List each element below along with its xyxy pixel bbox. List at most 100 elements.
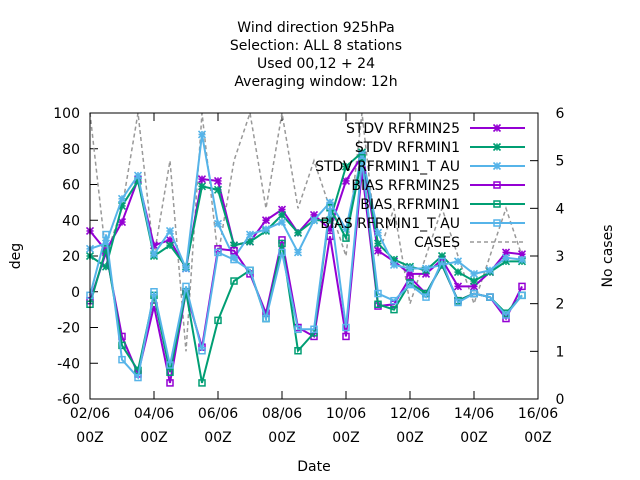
- data-point: [261, 216, 271, 225]
- data-point: [118, 355, 126, 364]
- data-point: [293, 228, 303, 237]
- x-tick-label: 04/06: [134, 406, 174, 422]
- x-axis-label: Date: [297, 459, 330, 475]
- data-point: [294, 346, 302, 355]
- chart-title: Wind direction 925hPa Selection: ALL 8 st…: [230, 20, 402, 90]
- data-point: [277, 210, 287, 219]
- data-point: [373, 228, 383, 237]
- legend-marker: [492, 123, 502, 133]
- series-bias-rfrmin1-t-au: [86, 157, 526, 382]
- data-point: [133, 171, 143, 180]
- legend-label: BIAS RFRMIN25: [351, 178, 460, 194]
- data-point: [453, 268, 463, 277]
- data-point: [294, 325, 302, 334]
- data-point: [469, 276, 479, 286]
- data-point: [117, 194, 127, 203]
- data-point: [501, 253, 511, 262]
- y-tick-label: -60: [57, 392, 80, 408]
- data-point: [309, 216, 319, 225]
- plot-frame: [89, 112, 539, 400]
- x-tick-label: 00Z: [396, 430, 423, 446]
- data-point: [197, 182, 207, 191]
- data-point: [278, 239, 286, 248]
- x-tick-label: 00Z: [332, 430, 359, 446]
- data-point: [310, 325, 318, 334]
- data-point: [134, 373, 142, 382]
- data-point: [230, 277, 238, 285]
- y2-tick-label: 0: [556, 392, 565, 408]
- data-point: [277, 217, 287, 227]
- data-point: [373, 246, 383, 255]
- data-point: [517, 255, 527, 264]
- legend: STDV RFRMIN25 STDV RFRMIN1 STDV RFRMIN1_T …: [315, 121, 525, 251]
- x-tick-label: 00Z: [460, 430, 487, 446]
- y-tick-label: 80: [62, 142, 80, 158]
- legend-marker: [492, 142, 502, 152]
- x-tick-label: 12/06: [390, 406, 430, 422]
- plot-area: [85, 112, 527, 387]
- series-cases: [89, 112, 523, 352]
- data-point: [390, 305, 398, 314]
- data-point: [166, 368, 174, 376]
- y-tick-label: 100: [53, 106, 80, 122]
- data-point: [118, 341, 126, 350]
- data-point: [518, 282, 526, 291]
- data-point: [469, 269, 479, 278]
- y2-tick-label: 2: [556, 297, 565, 313]
- x-tick-label: 02/06: [70, 406, 110, 422]
- data-point: [166, 361, 174, 369]
- x-tick-label: 00Z: [268, 430, 295, 446]
- x-tick-label: 10/06: [326, 406, 366, 422]
- y2-axis-label: No cases: [600, 225, 616, 288]
- data-point: [165, 241, 175, 250]
- x-tick-label: 00Z: [76, 430, 103, 446]
- x-tick-label: 16/06: [518, 406, 558, 422]
- y2-tick-label: 3: [556, 249, 565, 265]
- legend-marker: [492, 161, 502, 171]
- y-tick-label: -40: [57, 356, 80, 372]
- series-line: [89, 161, 523, 380]
- title-line: Wind direction 925hPa: [237, 20, 394, 36]
- data-point: [197, 175, 207, 184]
- data-point: [374, 300, 382, 309]
- x-tick-label: 00Z: [204, 430, 231, 446]
- data-point: [261, 225, 271, 234]
- x-tick-label: 08/06: [262, 406, 302, 422]
- data-point: [181, 264, 191, 273]
- data-point: [117, 217, 127, 227]
- data-point: [518, 291, 526, 300]
- legend-label: CASES: [414, 235, 460, 251]
- data-point: [293, 248, 303, 257]
- data-point: [165, 226, 175, 236]
- data-point: [438, 257, 446, 266]
- data-point: [166, 379, 174, 387]
- data-point: [213, 219, 223, 228]
- data-point: [405, 264, 415, 273]
- data-point: [246, 266, 254, 275]
- y-axis-label: deg: [8, 243, 24, 269]
- data-point: [406, 280, 414, 289]
- data-point: [422, 293, 430, 301]
- data-point: [278, 248, 286, 257]
- data-point: [326, 202, 334, 210]
- data-point: [342, 323, 350, 332]
- data-point: [421, 264, 431, 273]
- title-line: Selection: ALL 8 stations: [230, 38, 402, 54]
- data-point: [197, 130, 207, 139]
- x-tick-label: 00Z: [140, 430, 167, 446]
- y2-tick-label: 4: [556, 201, 565, 217]
- y-tick-label: 20: [62, 249, 80, 265]
- data-point: [502, 311, 510, 319]
- data-point: [102, 230, 110, 239]
- data-point: [230, 246, 238, 255]
- data-point: [342, 332, 350, 341]
- title-line: Averaging window: 12h: [234, 74, 397, 90]
- data-point: [262, 314, 270, 323]
- data-point: [454, 298, 462, 307]
- y-tick-label: 40: [62, 213, 80, 229]
- y-tick-label: 60: [62, 178, 80, 194]
- data-point: [214, 316, 222, 325]
- y2-tick-label: 5: [556, 154, 565, 170]
- data-point: [453, 282, 463, 291]
